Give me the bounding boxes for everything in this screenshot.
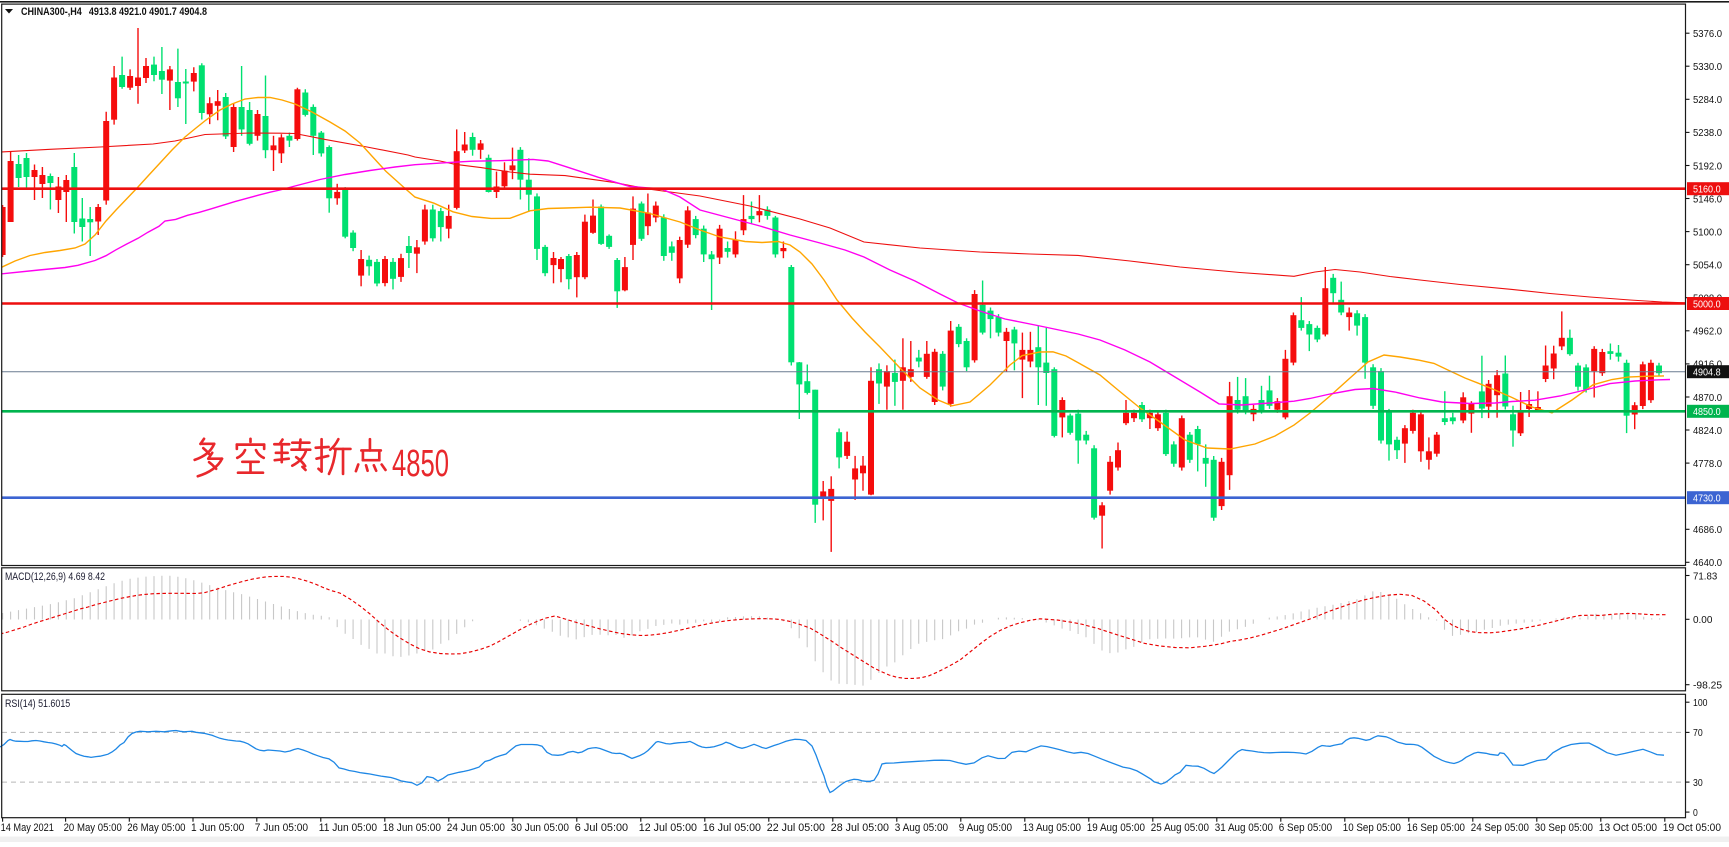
svg-text:19 Oct 05:00: 19 Oct 05:00 (1663, 822, 1721, 834)
svg-text:6 Sep 05:00: 6 Sep 05:00 (1279, 822, 1332, 834)
svg-text:4870.0: 4870.0 (1693, 392, 1722, 404)
svg-text:25 Aug 05:00: 25 Aug 05:00 (1151, 822, 1209, 834)
svg-text:7 Jun 05:00: 7 Jun 05:00 (255, 822, 308, 834)
svg-text:5192.0: 5192.0 (1693, 160, 1722, 172)
svg-text:22 Jul 05:00: 22 Jul 05:00 (767, 822, 825, 834)
svg-text:31 Aug 05:00: 31 Aug 05:00 (1215, 822, 1273, 834)
svg-text:14 May 2021: 14 May 2021 (1, 822, 54, 834)
svg-text:11 Jun 05:00: 11 Jun 05:00 (319, 822, 377, 834)
svg-text:5100.0: 5100.0 (1693, 226, 1722, 238)
svg-text:24 Sep 05:00: 24 Sep 05:00 (1471, 822, 1529, 834)
svg-text:100: 100 (1693, 697, 1708, 709)
svg-text:16 Jul 05:00: 16 Jul 05:00 (703, 822, 761, 834)
svg-text:30: 30 (1693, 777, 1703, 789)
svg-text:13 Aug 05:00: 13 Aug 05:00 (1023, 822, 1081, 834)
svg-text:5284.0: 5284.0 (1693, 94, 1722, 106)
svg-text:MACD(12,26,9) 4.69 8.42: MACD(12,26,9) 4.69 8.42 (5, 571, 105, 583)
svg-text:5054.0: 5054.0 (1693, 259, 1722, 271)
svg-text:5330.0: 5330.0 (1693, 61, 1722, 73)
svg-text:4730.0: 4730.0 (1693, 493, 1721, 505)
svg-text:9 Aug 05:00: 9 Aug 05:00 (959, 822, 1012, 834)
svg-text:20 May 05:00: 20 May 05:00 (64, 822, 122, 834)
svg-text:0: 0 (1693, 807, 1698, 819)
svg-text:4850.0: 4850.0 (1693, 406, 1721, 418)
svg-text:71.83: 71.83 (1693, 570, 1717, 582)
svg-text:18 Jun 05:00: 18 Jun 05:00 (383, 822, 441, 834)
svg-text:0.00: 0.00 (1693, 614, 1713, 626)
svg-text:4904.8: 4904.8 (1693, 367, 1721, 379)
svg-text:12 Jul 05:00: 12 Jul 05:00 (639, 822, 697, 834)
svg-text:10 Sep 05:00: 10 Sep 05:00 (1343, 822, 1401, 834)
svg-text:19 Aug 05:00: 19 Aug 05:00 (1087, 822, 1145, 834)
svg-text:RSI(14) 51.6015: RSI(14) 51.6015 (5, 698, 70, 710)
svg-text:1 Jun 05:00: 1 Jun 05:00 (191, 822, 244, 834)
svg-text:70: 70 (1693, 727, 1703, 739)
svg-text:16 Sep 05:00: 16 Sep 05:00 (1407, 822, 1465, 834)
svg-text:4778.0: 4778.0 (1693, 458, 1722, 470)
svg-text:6 Jul 05:00: 6 Jul 05:00 (575, 822, 628, 834)
svg-text:5000.0: 5000.0 (1693, 298, 1721, 310)
svg-text:24 Jun 05:00: 24 Jun 05:00 (447, 822, 505, 834)
svg-text:-98.25: -98.25 (1693, 680, 1722, 692)
svg-text:4640.0: 4640.0 (1693, 557, 1722, 569)
svg-text:26 May 05:00: 26 May 05:00 (127, 822, 185, 834)
svg-text:3 Aug 05:00: 3 Aug 05:00 (895, 822, 948, 834)
svg-text:4824.0: 4824.0 (1693, 425, 1722, 437)
svg-text:13 Oct 05:00: 13 Oct 05:00 (1599, 822, 1657, 834)
svg-text:5146.0: 5146.0 (1693, 193, 1722, 205)
svg-text:28 Jul 05:00: 28 Jul 05:00 (831, 822, 889, 834)
svg-text:30 Sep 05:00: 30 Sep 05:00 (1535, 822, 1593, 834)
svg-text:4850: 4850 (392, 443, 449, 485)
svg-text:CHINA300-,H4 4913.8 4921.0 49: CHINA300-,H4 4913.8 4921.0 4901.7 4904.8 (21, 6, 207, 18)
svg-text:4962.0: 4962.0 (1693, 326, 1722, 338)
svg-text:5238.0: 5238.0 (1693, 127, 1722, 139)
svg-text:4686.0: 4686.0 (1693, 524, 1722, 536)
svg-text:5160.0: 5160.0 (1693, 184, 1721, 196)
svg-text:5376.0: 5376.0 (1693, 28, 1722, 40)
svg-text:30 Jun 05:00: 30 Jun 05:00 (511, 822, 569, 834)
